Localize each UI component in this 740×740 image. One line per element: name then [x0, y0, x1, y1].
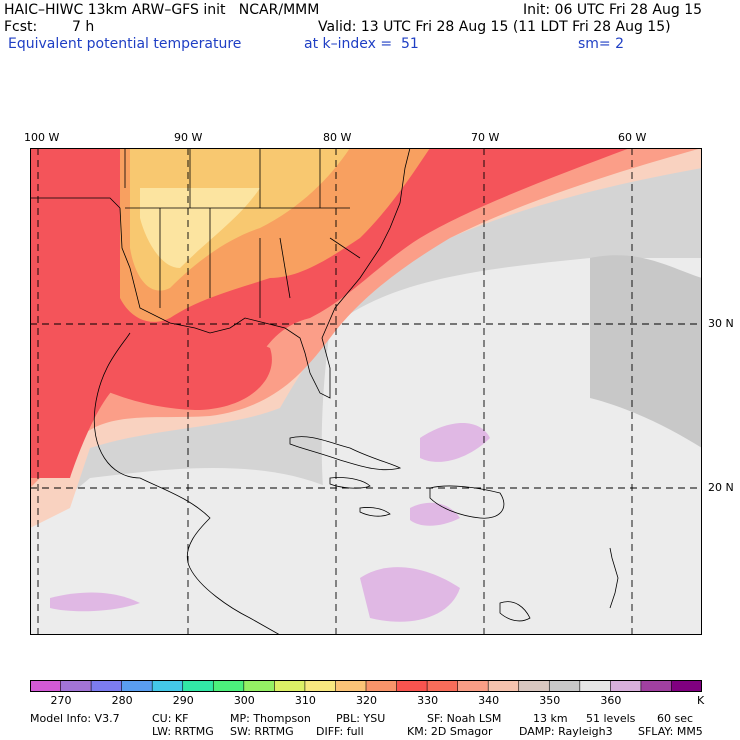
colorbar-swatch [243, 680, 275, 692]
theta-e-map [30, 148, 702, 635]
field-lilac-1 [360, 567, 460, 622]
forecast-label: Fcst: [4, 19, 38, 35]
colorbar-swatch [60, 680, 92, 692]
colorbar-tick-label: 360 [600, 694, 622, 707]
colorbar-swatch [30, 680, 61, 692]
coastlines [30, 148, 619, 635]
footer-sflay: SFLAY: MM5 [638, 725, 703, 738]
colorbar-swatch [274, 680, 306, 692]
footer-diff: DIFF: full [316, 725, 364, 738]
colorbar-tick-label: 330 [417, 694, 439, 707]
colorbar-swatch [640, 680, 672, 692]
colorbar-tick-label: 290 [172, 694, 194, 707]
field-gray-east [590, 255, 702, 448]
graticule [30, 148, 702, 635]
footer-cu: CU: KF [152, 712, 189, 725]
field-gulf-red [100, 337, 272, 410]
init-time: Init: 06 UTC Fri 28 Aug 15 [523, 2, 703, 18]
lon-label-60w: 60 W [618, 131, 647, 144]
colorbar-swatch [335, 680, 367, 692]
colorbar-swatch [549, 680, 581, 692]
colorbar-tick-label: 310 [294, 694, 316, 707]
footer-damp: DAMP: Rayleigh3 [519, 725, 613, 738]
colorbar-tick-label: 280 [111, 694, 133, 707]
footer-levels: 51 levels [586, 712, 636, 725]
colorbar-swatch [366, 680, 397, 692]
footer-sw: SW: RRTMG [230, 725, 294, 738]
level-index: at k–index = 51 [304, 36, 419, 52]
colorbar-tick-label: 350 [539, 694, 561, 707]
lon-label-70w: 70 W [471, 131, 500, 144]
footer-dt: 60 sec [657, 712, 694, 725]
colorbar [30, 680, 702, 692]
colorbar-unit: K [697, 694, 705, 707]
footer-sf: SF: Noah LSM [427, 712, 502, 725]
colorbar-swatch [121, 680, 153, 692]
colorbar-swatch [213, 680, 245, 692]
footer-km: KM: 2D Smagor [407, 725, 493, 738]
lon-label-80w: 80 W [323, 131, 352, 144]
colorbar-swatch [671, 680, 702, 692]
footer-mp: MP: Thompson [230, 712, 311, 725]
lat-label-30n: 30 N [708, 317, 734, 330]
field-lilac-4 [410, 502, 460, 526]
valid-time: Valid: 13 UTC Fri 28 Aug 15 (11 LDT Fri … [318, 19, 671, 35]
colorbar-swatch [457, 680, 489, 692]
footer-pbl: PBL: YSU [336, 712, 386, 725]
smoothing: sm= 2 [578, 36, 625, 52]
colorbar-tick-label: 340 [478, 694, 500, 707]
lon-label-90w: 90 W [174, 131, 203, 144]
footer-lw: LW: RRTMG [152, 725, 214, 738]
colorbar-swatch [152, 680, 184, 692]
colorbar-swatch [610, 680, 642, 692]
lat-label-20n: 20 N [708, 481, 734, 494]
colorbar-tick-label: 300 [233, 694, 255, 707]
field-light-south [30, 468, 350, 635]
colorbar-tick-label: 270 [50, 694, 72, 707]
colorbar-frame [30, 680, 702, 692]
field-lilac-2 [420, 423, 490, 462]
lon-label-100w: 100 W [24, 131, 60, 144]
model-title: HAIC–HIWC 13km ARW–GFS init NCAR/MMM [4, 2, 320, 18]
field-lilac-3 [50, 592, 140, 612]
map-frame [30, 148, 702, 635]
colorbar-swatch [579, 680, 611, 692]
footer-res: 13 km [533, 712, 568, 725]
colorbar-swatch [91, 680, 122, 692]
field-name: Equivalent potential temperature [8, 36, 242, 52]
colorbar-tick-label: 320 [356, 694, 377, 707]
colorbar-swatch [396, 680, 428, 692]
footer-model-info: Model Info: V3.7 [30, 712, 120, 725]
colorbar-swatch [518, 680, 550, 692]
forecast-hour: 7 h [72, 19, 95, 35]
colorbar-swatch [304, 680, 336, 692]
colorbar-swatch [488, 680, 520, 692]
colorbar-swatch [182, 680, 214, 692]
colorbar-swatch [427, 680, 458, 692]
